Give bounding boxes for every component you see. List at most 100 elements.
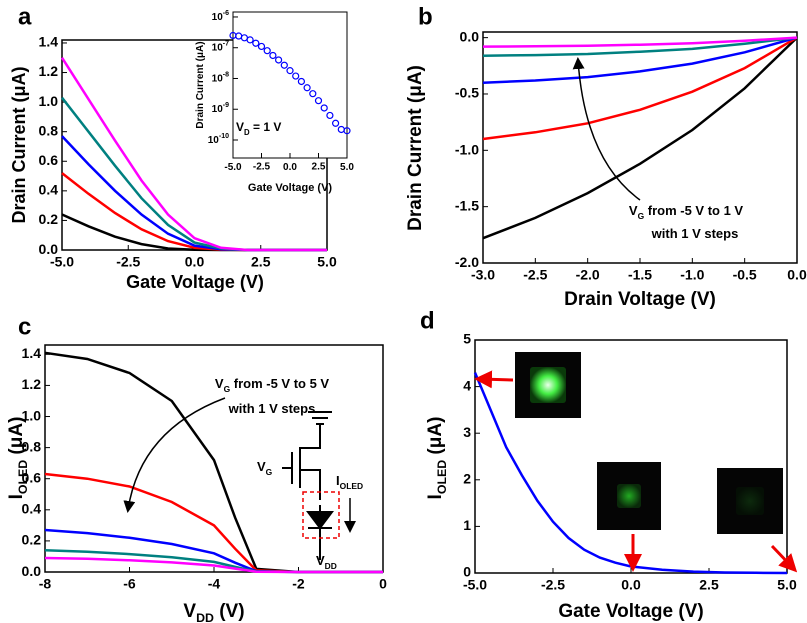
tick-text: 0.0: [460, 28, 480, 44]
text-part: V: [316, 553, 325, 568]
tick-text: 0.0: [185, 253, 205, 269]
tick-text: 1.0: [22, 407, 42, 423]
y-tick-label: 0.8: [39, 122, 59, 138]
y-tick-label: 4: [463, 377, 471, 393]
point: [257, 42, 266, 51]
text-part: Drain Current (μA): [9, 66, 29, 223]
y-axis-label: IOLED (μA): [6, 417, 30, 500]
text-part: I: [336, 473, 340, 488]
tick-text: -5.0: [224, 162, 242, 173]
text-part: V: [257, 459, 266, 474]
y-tick-label: 0.2: [22, 532, 42, 548]
text-part: I: [6, 494, 27, 499]
point: [292, 72, 300, 80]
y-tick-label: 1: [463, 517, 471, 533]
annotation: VG: [257, 459, 273, 477]
x-tick-label: -2.5: [523, 266, 547, 282]
oled-spot: [530, 367, 566, 403]
x-tick-label: -5.0: [50, 253, 74, 269]
text-part: = 1 V: [250, 120, 282, 134]
y-tick-label: 5: [463, 331, 471, 347]
y-tick-label: 3: [463, 424, 471, 440]
point: [314, 97, 323, 105]
y-tick-label: 0.0: [460, 28, 480, 44]
series-line: [473, 372, 788, 575]
x-tick-label: -2.0: [576, 266, 600, 282]
y-tick-label: 10-9: [212, 103, 229, 115]
y-tick-label: 1.2: [22, 376, 42, 392]
arrow: [123, 397, 226, 513]
point: [309, 90, 317, 98]
annotation: IOLED: [336, 473, 363, 491]
text-part: Drain Voltage (V): [564, 289, 716, 310]
text-part: I: [425, 494, 446, 499]
text-part: from -5 V to 1 V: [644, 203, 743, 218]
tick-text: 0.0: [621, 576, 641, 592]
tick-text: -2.0: [576, 266, 600, 282]
inset-annotation: VD = 1 V: [236, 120, 281, 136]
x-tick-label: 5.0: [777, 576, 797, 592]
y-tick-label: 0.6: [39, 152, 59, 168]
tick-text: 5.0: [317, 253, 337, 269]
point: [246, 36, 254, 44]
circuit: [282, 452, 293, 484]
text-part: (V): [214, 601, 245, 622]
y-axis-label: IOLED (μA): [425, 417, 449, 500]
text-part: V: [236, 120, 244, 134]
x-tick-label: 0.0: [185, 253, 205, 269]
text-part: Gate Voltage (V): [248, 182, 332, 194]
y-tick-label: 0: [463, 564, 471, 580]
series-line: [482, 36, 798, 57]
y-tick-label: 0.8: [22, 438, 42, 454]
tick-text: -1.0: [680, 266, 704, 282]
point: [303, 84, 311, 92]
x-axis-label: VDD (V): [183, 601, 244, 623]
inset-bg: [233, 12, 347, 158]
circuit: [299, 455, 321, 500]
series-line: [60, 57, 327, 252]
y-tick-label: 1.4: [39, 34, 59, 50]
y-tick-label: 2: [463, 471, 471, 487]
series-line: [482, 36, 798, 240]
red-arrow: [770, 544, 798, 573]
y-tick-label: -0.5: [455, 85, 479, 101]
point: [275, 56, 283, 64]
y-tick-label: 1.2: [39, 63, 59, 79]
y-tick-label: 1.0: [22, 407, 42, 423]
arrow: [572, 57, 641, 201]
text-part: (μA): [425, 417, 446, 460]
text-part: DD: [325, 561, 337, 571]
panel-label: a: [18, 3, 32, 30]
y-tick-label: 10-8: [212, 72, 229, 84]
text-part: OLED: [435, 460, 449, 494]
x-tick-label: -2: [292, 575, 305, 591]
point: [297, 77, 305, 86]
point: [320, 104, 328, 112]
point: [269, 51, 277, 60]
text-part: OLED: [16, 460, 30, 494]
text-part: DD: [196, 611, 214, 623]
text-part: G: [224, 384, 231, 394]
text-part: Gate Voltage (V): [126, 272, 264, 292]
tick-text: 5.0: [777, 576, 797, 592]
text-part: G: [638, 211, 645, 221]
text-part: from -5 V to 5 V: [230, 376, 329, 391]
tick-text: 10: [212, 104, 224, 115]
annotation: with 1 V steps: [651, 226, 739, 241]
x-tick-label: -0.5: [733, 266, 757, 282]
x-tick-label: 2.5: [251, 253, 271, 269]
text-part: Gate Voltage (V): [558, 601, 703, 622]
y-tick-label: 10-6: [212, 10, 229, 22]
series-line: [44, 556, 383, 574]
y-tick-label: -2.0: [455, 254, 479, 270]
text-part: OLED: [340, 481, 363, 491]
x-axis-label: Gate Voltage (V): [558, 601, 703, 622]
y-axis-label: Drain Current (μA): [9, 66, 29, 223]
plot-frame: [482, 31, 798, 264]
y-tick-label: 10-10: [208, 133, 229, 145]
y-tick-label: 0.4: [39, 182, 59, 198]
y-tick-label: 0.0: [39, 241, 59, 257]
point: [286, 67, 294, 75]
text-part: V: [629, 203, 638, 218]
